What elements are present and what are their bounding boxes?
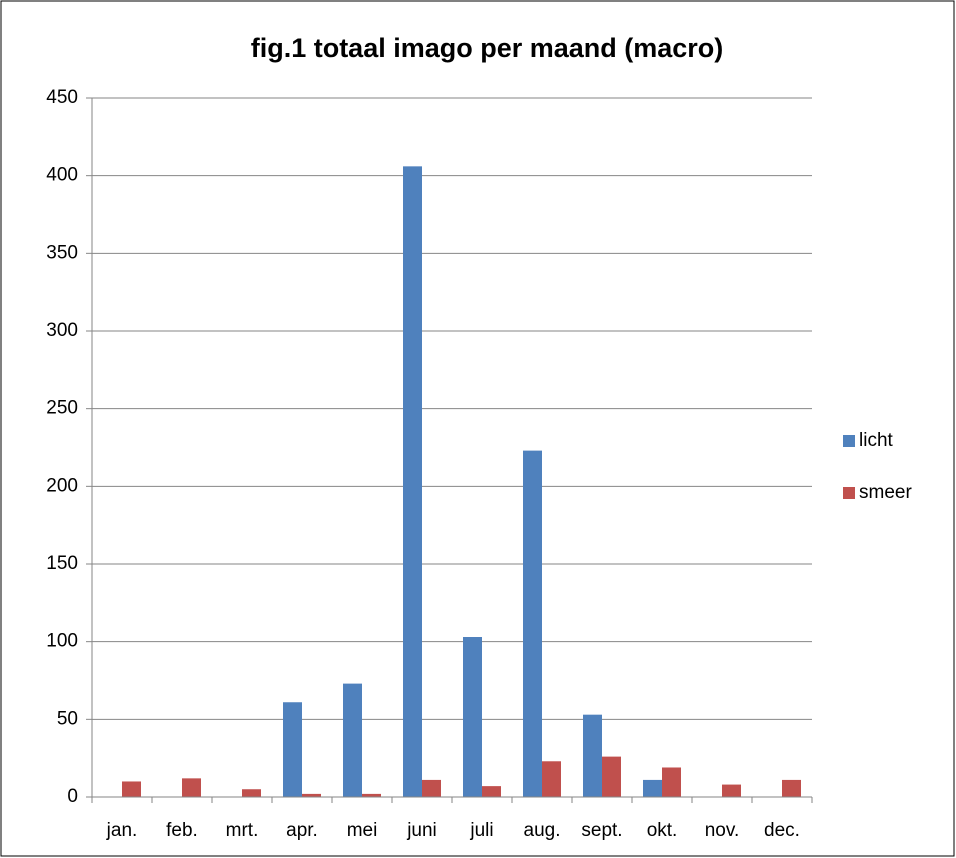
chart-title: fig.1 totaal imago per maand (macro) [251,33,724,63]
y-tick-label: 250 [46,398,78,419]
y-tick-label: 50 [57,708,78,729]
x-tick-label: nov. [705,820,740,841]
y-tick-label: 300 [46,320,78,341]
x-tick-label: mei [347,820,378,841]
x-tick-label: jan. [106,820,138,841]
y-tick-label: 0 [67,786,78,807]
x-tick-label: juli [469,820,493,841]
legend-label: smeer [859,482,912,503]
bar [122,781,141,797]
x-tick-label: mrt. [226,820,259,841]
x-tick-label: sept. [581,820,622,841]
bar [722,784,741,797]
bar [602,756,621,797]
x-tick-label: aug. [524,820,561,841]
legend-label: licht [859,430,894,451]
y-tick-label: 450 [46,87,78,108]
bar [422,779,441,797]
y-tick-label: 200 [46,475,78,496]
x-tick-label: juni [406,820,437,841]
bar [662,767,681,797]
bar [283,702,302,797]
bar [482,786,501,797]
bar [242,789,261,797]
y-tick-label: 100 [46,631,78,652]
bar [302,793,321,797]
bar [362,793,381,797]
legend-swatch [843,487,855,499]
bar [643,779,662,797]
x-tick-label: apr. [286,820,318,841]
bar [403,166,422,797]
legend-swatch [843,435,855,447]
bar [583,714,602,797]
x-tick-label: okt. [647,820,678,841]
y-tick-label: 350 [46,242,78,263]
y-tick-label: 150 [46,553,78,574]
bar [523,450,542,797]
y-tick-label: 400 [46,165,78,186]
bar [782,779,801,797]
bar [463,637,482,797]
bar [542,761,561,797]
bar [182,778,201,797]
bar [343,683,362,797]
x-tick-label: dec. [764,820,800,841]
x-tick-label: feb. [166,820,198,841]
